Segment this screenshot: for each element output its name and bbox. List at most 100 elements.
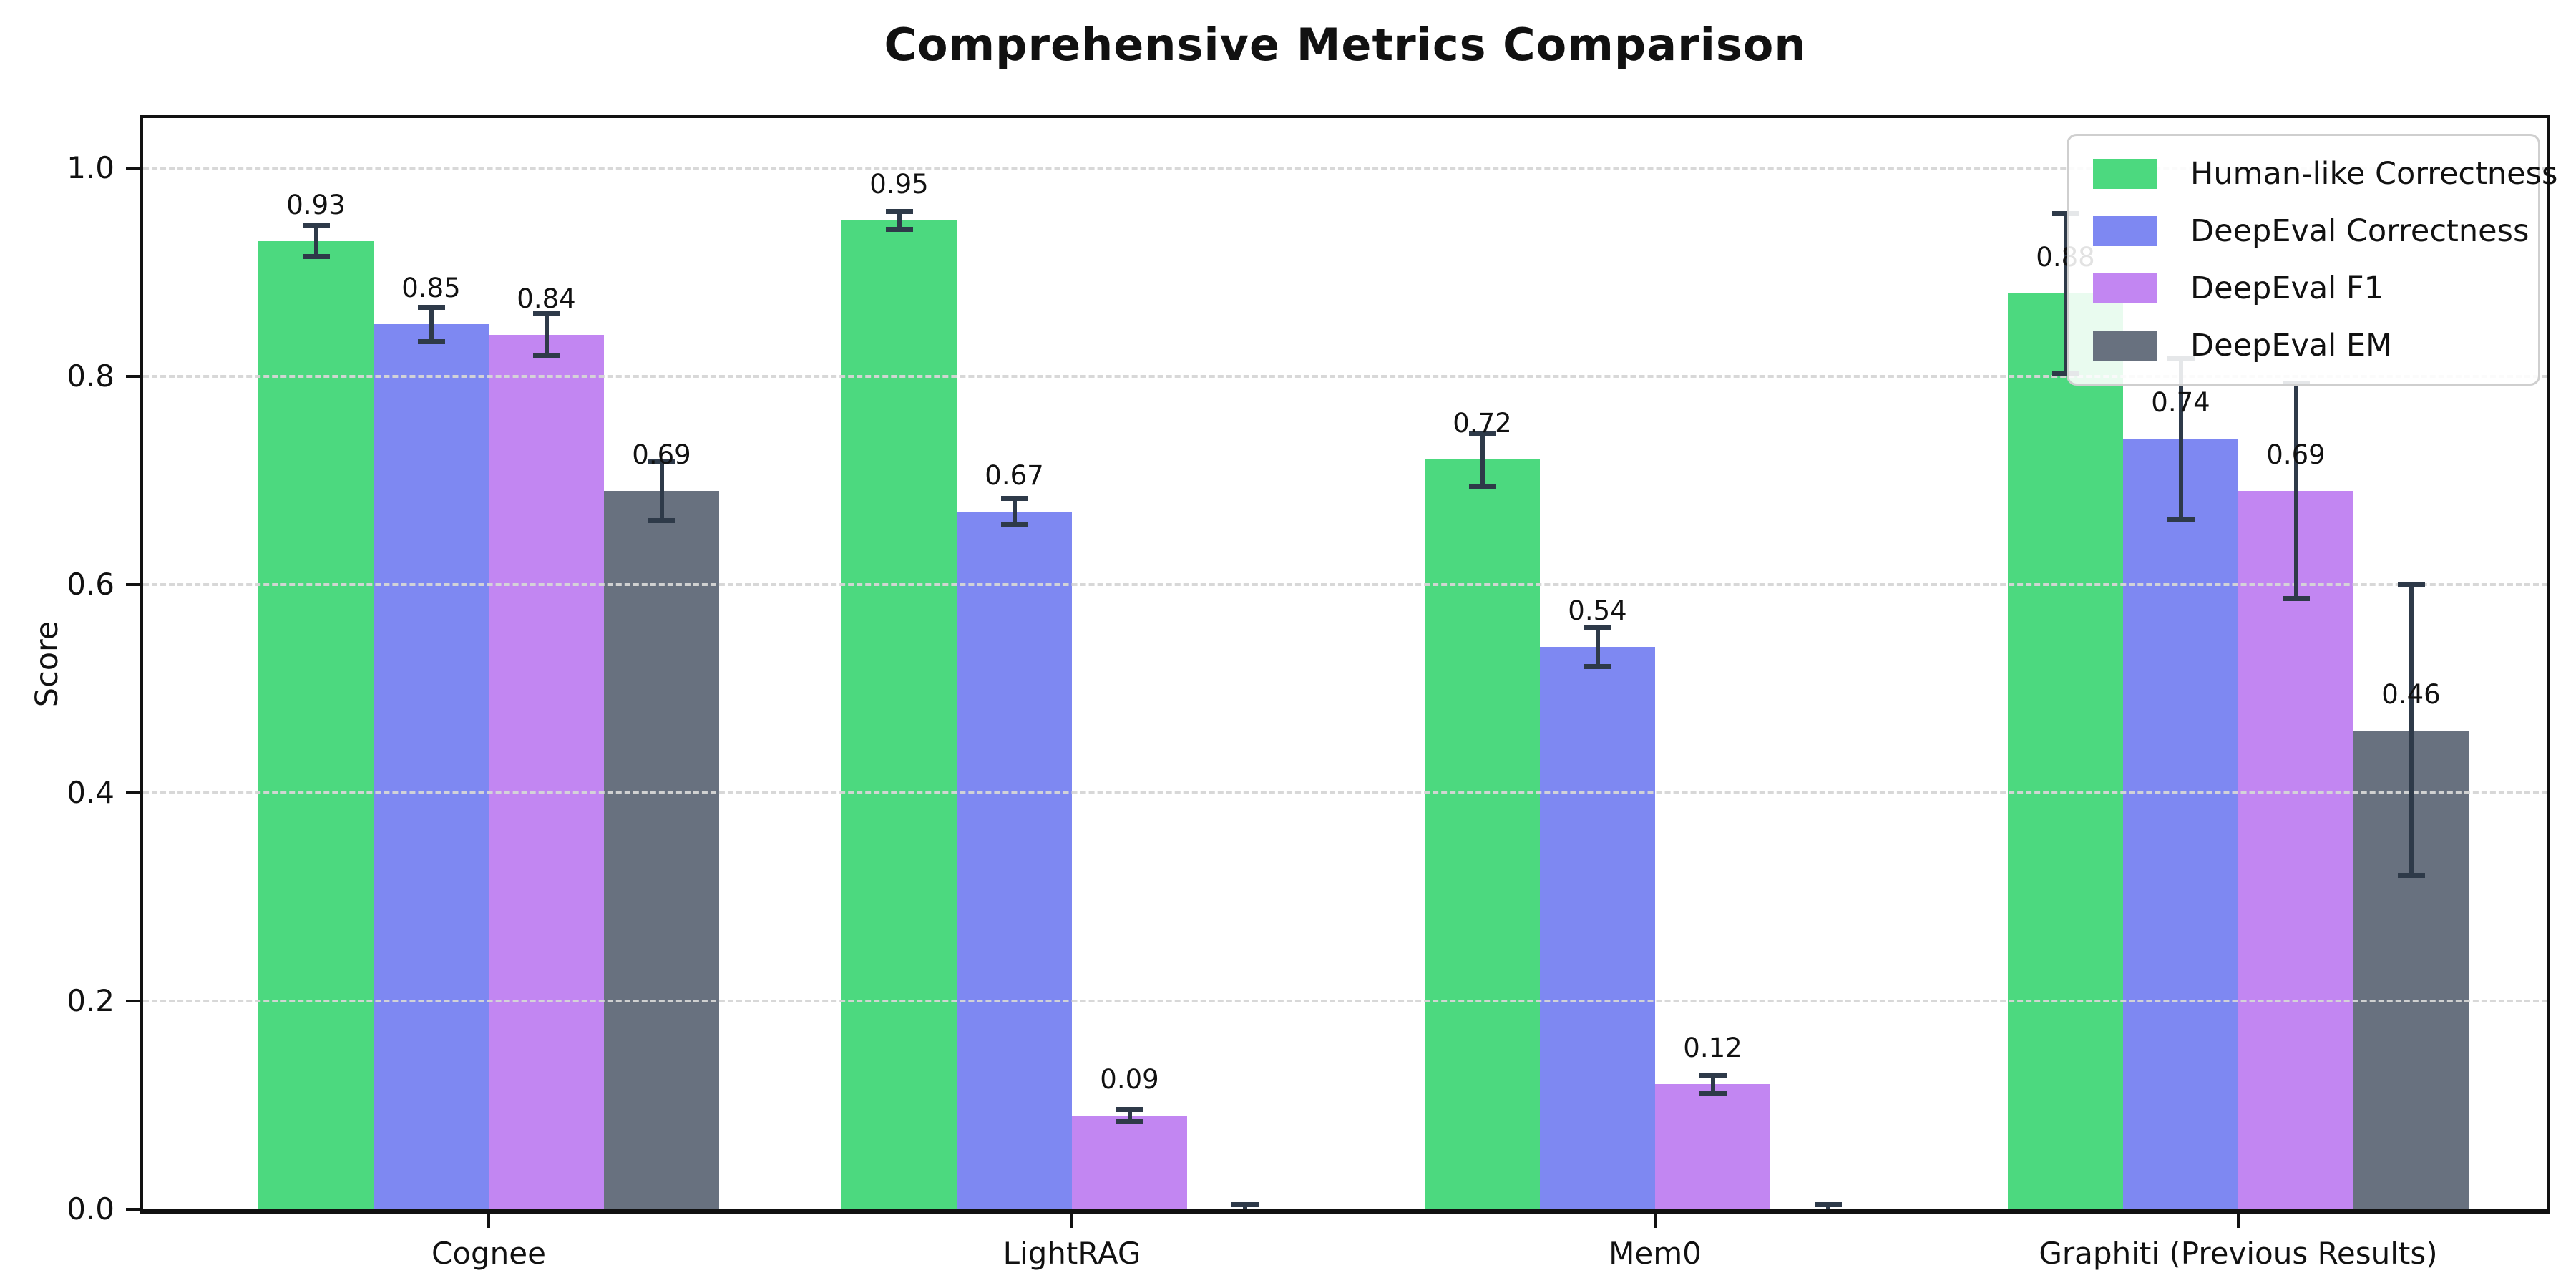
error-cap-top bbox=[417, 304, 445, 310]
error-cap-bottom bbox=[532, 353, 560, 359]
legend: Human-like Correctness DeepEval Correctne… bbox=[2067, 134, 2557, 386]
legend-swatch-icon bbox=[2093, 216, 2157, 246]
error-bar bbox=[2178, 357, 2183, 520]
value-label: 0.84 bbox=[517, 283, 576, 314]
y-tick-0.2 bbox=[126, 1000, 140, 1002]
x-tick-label: LightRAG bbox=[1002, 1236, 1141, 1271]
error-cap-bottom bbox=[1468, 484, 1496, 489]
left-spine bbox=[140, 118, 143, 1214]
value-label: 0.09 bbox=[1100, 1064, 1159, 1096]
error-bar bbox=[897, 210, 902, 230]
legend-swatch-icon bbox=[2093, 159, 2157, 189]
error-cap-bottom bbox=[1584, 663, 1611, 669]
value-label: 0.85 bbox=[401, 273, 461, 304]
bar-deepeval-correctness-0 bbox=[374, 324, 489, 1209]
bar-deepeval-f1-2 bbox=[1655, 1084, 1770, 1209]
legend-swatch-icon bbox=[2093, 273, 2157, 303]
bar-deepeval-f1-1 bbox=[1072, 1116, 1187, 1209]
y-tick-0.4 bbox=[126, 791, 140, 794]
y-tick-0.6 bbox=[126, 583, 140, 586]
error-bar bbox=[1710, 1075, 1715, 1094]
error-bar bbox=[2293, 382, 2298, 600]
error-cap-bottom bbox=[1699, 1091, 1727, 1096]
error-cap-bottom bbox=[302, 253, 330, 259]
right-spine bbox=[2547, 118, 2550, 1214]
value-label: 0.67 bbox=[985, 460, 1044, 492]
y-tick-label: 0.6 bbox=[67, 567, 114, 602]
error-cap-top bbox=[2051, 210, 2079, 216]
error-bar bbox=[2409, 585, 2414, 877]
bar-human-like-correctness-0 bbox=[258, 240, 374, 1209]
x-tick-label: Graphiti (Previous Results) bbox=[2039, 1236, 2438, 1271]
y-axis-label: Score bbox=[29, 620, 65, 708]
bar-deepeval-correctness-2 bbox=[1540, 647, 1655, 1209]
y-tick-label: 1.0 bbox=[67, 150, 114, 185]
error-cap-bottom bbox=[417, 338, 445, 344]
value-label: 0.46 bbox=[2381, 678, 2441, 710]
y-tick-label: 0.0 bbox=[67, 1191, 114, 1226]
value-label: 0.72 bbox=[1453, 408, 1512, 439]
error-bar bbox=[2063, 213, 2068, 374]
bar-deepeval-correctness-1 bbox=[957, 512, 1072, 1209]
value-label: 0.69 bbox=[632, 439, 691, 471]
x-tick-0 bbox=[487, 1214, 490, 1228]
value-label: 0.12 bbox=[1683, 1033, 1742, 1064]
error-cap-bottom bbox=[2051, 370, 2079, 376]
error-cap-top bbox=[648, 458, 675, 464]
error-cap-bottom bbox=[1000, 522, 1028, 528]
x-tick-1 bbox=[1070, 1214, 1073, 1228]
legend-label: DeepEval Correctness bbox=[2190, 213, 2529, 249]
bar-human-like-correctness-1 bbox=[841, 220, 957, 1209]
error-bar bbox=[1480, 432, 1485, 487]
error-bar bbox=[1127, 1109, 1132, 1122]
error-cap-bottom bbox=[885, 226, 913, 232]
error-cap-bottom bbox=[2282, 596, 2310, 602]
legend-label: DeepEval F1 bbox=[2190, 270, 2384, 306]
value-label: 0.69 bbox=[2266, 439, 2326, 471]
error-cap-top bbox=[1000, 496, 1028, 502]
y-tick-label: 0.2 bbox=[67, 983, 114, 1018]
bar-deepeval-f1-3 bbox=[2238, 491, 2353, 1209]
error-bar bbox=[429, 306, 434, 342]
y-tick-label: 0.4 bbox=[67, 775, 114, 810]
error-cap-top bbox=[1116, 1107, 1143, 1113]
error-cap-bottom bbox=[2397, 873, 2425, 879]
gridline-0.6 bbox=[143, 583, 2547, 586]
error-bar bbox=[1012, 498, 1017, 526]
error-bar bbox=[544, 313, 549, 357]
x-tick-2 bbox=[1654, 1214, 1657, 1228]
error-cap-bottom bbox=[1116, 1118, 1143, 1124]
error-cap-top bbox=[1699, 1073, 1727, 1078]
error-cap-bottom bbox=[2167, 517, 2195, 522]
chart-title: Comprehensive Metrics Comparison bbox=[884, 19, 1807, 71]
legend-label: Human-like Correctness bbox=[2190, 156, 2558, 192]
error-bar bbox=[1595, 627, 1600, 667]
y-tick-label: 0.8 bbox=[67, 358, 114, 394]
error-cap-top bbox=[302, 223, 330, 229]
error-cap-top bbox=[885, 208, 913, 214]
error-cap-top bbox=[2397, 582, 2425, 587]
bottom-spine bbox=[140, 1209, 2550, 1214]
bar-deepeval-correctness-3 bbox=[2123, 439, 2238, 1209]
value-label: 0.54 bbox=[1568, 595, 1627, 627]
error-bar bbox=[313, 225, 318, 257]
gridline-1 bbox=[143, 167, 2547, 170]
legend-entry-1: DeepEval Correctness bbox=[2069, 203, 2538, 259]
bar-human-like-correctness-3 bbox=[2008, 293, 2123, 1209]
error-cap-top bbox=[1584, 625, 1611, 630]
top-spine bbox=[140, 115, 2550, 118]
bar-human-like-correctness-2 bbox=[1425, 459, 1540, 1209]
legend-entry-2: DeepEval F1 bbox=[2069, 260, 2538, 316]
y-tick-0 bbox=[126, 1208, 140, 1211]
error-cap-top bbox=[532, 311, 560, 316]
error-cap-top bbox=[1814, 1201, 1842, 1207]
legend-swatch-icon bbox=[2093, 331, 2157, 361]
x-tick-3 bbox=[2237, 1214, 2240, 1228]
error-bar bbox=[659, 460, 664, 522]
y-tick-1 bbox=[126, 167, 140, 170]
error-cap-bottom bbox=[648, 518, 675, 524]
y-tick-0.8 bbox=[126, 375, 140, 378]
value-label: 0.74 bbox=[2151, 387, 2210, 419]
legend-entry-3: DeepEval EM bbox=[2069, 318, 2538, 374]
